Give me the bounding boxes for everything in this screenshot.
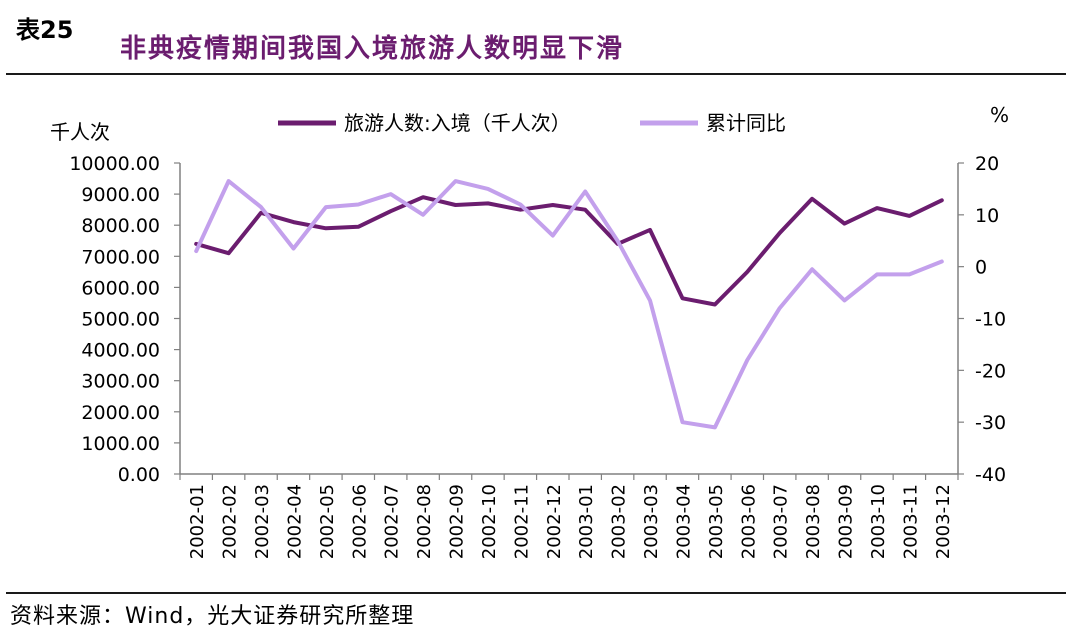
x-tick-label: 2002-12 — [544, 484, 565, 559]
x-tick-label: 2003-07 — [771, 484, 792, 559]
left-tick-label: 5000.00 — [81, 309, 160, 331]
left-tick-label: 3000.00 — [81, 371, 160, 393]
x-tick-label: 2002-06 — [349, 484, 370, 559]
x-tick-label: 2002-09 — [447, 484, 468, 559]
right-tick-label: -30 — [975, 412, 1006, 434]
left-tick-label: 6000.00 — [81, 277, 160, 299]
x-tick-label: 2002-07 — [382, 484, 403, 559]
right-tick-label: 0 — [975, 257, 987, 279]
right-tick-label: 10 — [975, 205, 999, 227]
left-tick-label: 8000.00 — [81, 215, 160, 237]
x-tick-label: 2003-11 — [900, 484, 921, 559]
x-tick-label: 2003-03 — [641, 484, 662, 559]
x-tick-label: 2003-06 — [738, 484, 759, 559]
right-tick-label: -20 — [975, 360, 1006, 382]
x-tick-label: 2003-05 — [706, 484, 727, 559]
left-tick-label: 2000.00 — [81, 402, 160, 424]
x-tick-label: 2002-08 — [414, 484, 435, 559]
legend-label-1: 旅游人数:入境（千人次） — [344, 111, 571, 135]
x-tick-label: 2003-09 — [836, 484, 857, 559]
left-tick-label: 10000.00 — [69, 153, 160, 175]
x-tick-label: 2002-10 — [479, 484, 500, 559]
left-tick-label: 4000.00 — [81, 340, 160, 362]
x-tick-label: 2002-01 — [187, 484, 208, 559]
x-tick-label: 2003-08 — [803, 484, 824, 559]
x-tick-label: 2002-04 — [284, 484, 305, 559]
x-tick-label: 2003-04 — [673, 484, 694, 559]
bottom-rule — [6, 592, 1066, 594]
top-rule — [6, 73, 1066, 75]
right-tick-label: -40 — [975, 464, 1006, 486]
x-tick-label: 2003-02 — [609, 484, 630, 559]
left-tick-label: 1000.00 — [81, 433, 160, 455]
left-tick-label: 9000.00 — [81, 184, 160, 206]
figure-title: 非典疫情期间我国入境旅游人数明显下滑 — [120, 34, 625, 64]
x-tick-label: 2002-02 — [220, 484, 241, 559]
right-tick-label: -10 — [975, 309, 1006, 331]
right-tick-label: 20 — [975, 153, 999, 175]
series-line-1 — [194, 195, 944, 307]
x-tick-label: 2003-10 — [868, 484, 889, 559]
legend-label-2: 累计同比 — [706, 111, 786, 135]
series-line-2 — [194, 179, 944, 430]
right-axis-label: % — [990, 103, 1009, 127]
source-note: 资料来源：Wind，光大证券研究所整理 — [10, 604, 415, 629]
x-tick-label: 2002-03 — [252, 484, 273, 559]
x-tick-label: 2003-12 — [933, 484, 954, 559]
x-tick-label: 2003-01 — [576, 484, 597, 559]
left-axis-label: 千人次 — [50, 120, 110, 144]
table-number: 表25 — [16, 16, 74, 44]
x-tick-label: 2002-11 — [511, 484, 532, 559]
left-tick-label: 7000.00 — [81, 246, 160, 268]
x-tick-label: 2002-05 — [317, 484, 338, 559]
left-tick-label: 0.00 — [118, 464, 160, 486]
